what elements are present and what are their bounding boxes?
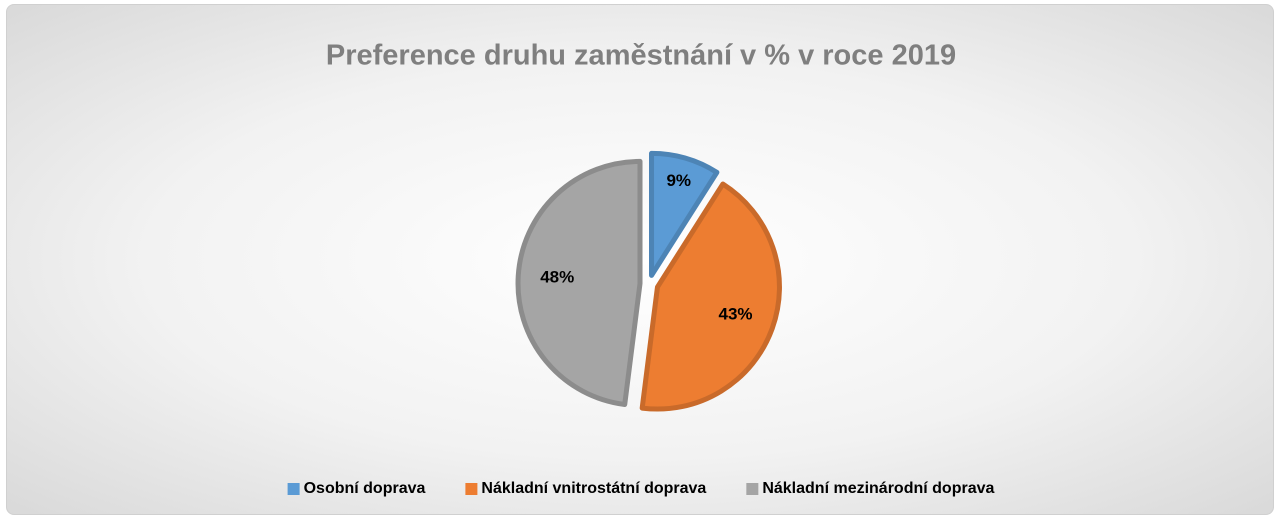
data-label: 48% (540, 268, 574, 287)
legend-swatch (287, 483, 300, 495)
pie-slice (515, 158, 643, 407)
legend-swatch (465, 483, 478, 495)
data-label: 9% (666, 171, 691, 190)
pie-slice (639, 181, 782, 412)
chart: Preference druhu zaměstnání v % v roce 2… (287, 40, 994, 497)
legend-label: Osobní doprava (304, 480, 426, 497)
chart-frame: Preference druhu zaměstnání v % v roce 2… (6, 4, 1274, 515)
data-label: 43% (719, 305, 753, 324)
legend-swatch (746, 483, 759, 495)
legend-label: Nákladní mezinárodní doprava (762, 480, 994, 497)
legend-label: Nákladní vnitrostátní doprava (481, 480, 706, 497)
chart-title: Preference druhu zaměstnání v % v roce 2… (326, 40, 956, 72)
pie-slice (649, 150, 720, 278)
